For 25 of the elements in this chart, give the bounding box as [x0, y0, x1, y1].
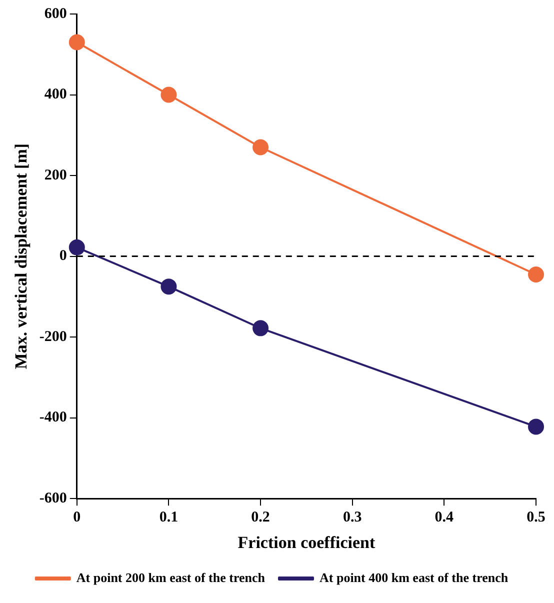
legend-label: At point 400 km east of the trench	[320, 570, 509, 585]
y-tick-label: 0	[59, 248, 67, 264]
point	[160, 86, 177, 103]
x-tick-label: 0	[73, 509, 81, 526]
x-tick-label: 0.5	[526, 509, 546, 526]
x-tick-label: 0.1	[159, 509, 178, 526]
y-axis-title: Max. vertical displacement [m]	[12, 143, 31, 370]
x-tick-label: 0.2	[251, 509, 270, 526]
y-tick-label: 400	[44, 86, 67, 103]
x-tick-label: 0.3	[342, 509, 362, 526]
y-tick-label: -200	[39, 328, 67, 345]
y-tick-label: -600	[39, 490, 67, 506]
x-tick-label: 0.4	[434, 509, 454, 526]
point	[68, 34, 85, 50]
point	[252, 320, 269, 336]
point	[252, 139, 269, 156]
point	[528, 418, 544, 435]
point	[68, 239, 85, 256]
legend-label: At point 200 km east of the trench	[76, 570, 266, 585]
y-tick-label: 600	[44, 6, 67, 22]
point	[528, 266, 544, 282]
point	[160, 278, 177, 295]
y-tick-label: 200	[44, 167, 67, 184]
x-axis-title: Friction coefficient	[238, 533, 376, 552]
y-tick-label: -400	[39, 410, 67, 426]
